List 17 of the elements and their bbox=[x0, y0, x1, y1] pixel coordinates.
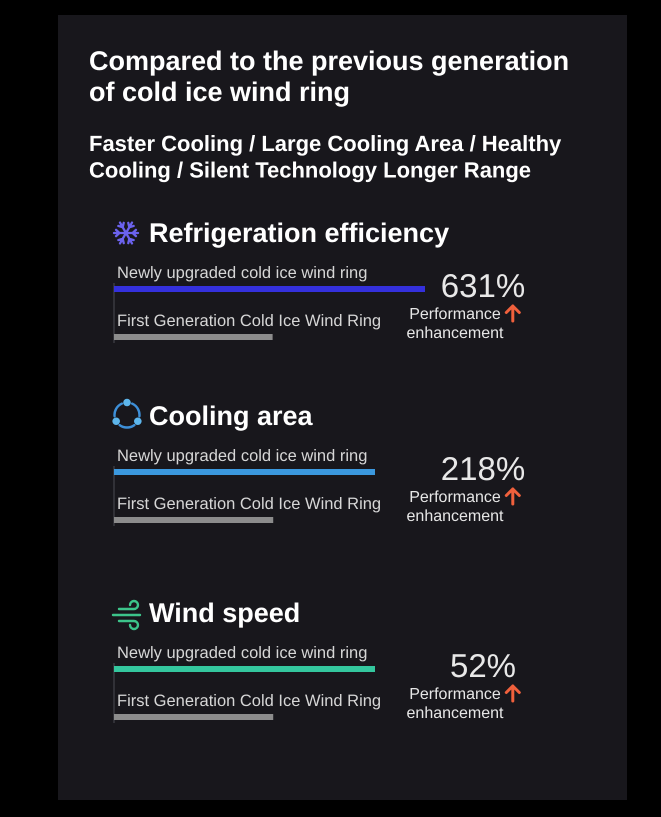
y-tick-label: Newly upgraded cold ice wind ring bbox=[117, 447, 368, 465]
chart-title: Refrigeration efficiency bbox=[149, 218, 450, 248]
text: 218% bbox=[440, 450, 526, 487]
y-tick-label: Newly upgraded cold ice wind ring bbox=[117, 644, 368, 662]
annotation: Performance enhancement bbox=[406, 306, 504, 342]
text: Faster Cooling / Large Cooling Area / Healthy Cooling / Silent Technology Longer Range bbox=[89, 131, 562, 182]
y-tick-label: First Generation Cold Ice Wind Ring bbox=[117, 495, 382, 513]
text: 52% bbox=[450, 647, 516, 684]
chart-title: Wind speed bbox=[149, 598, 300, 628]
text: Performance enhancement bbox=[406, 489, 504, 525]
chart-title: Cooling area bbox=[149, 401, 314, 431]
y-tick-label: First Generation Cold Ice Wind Ring bbox=[117, 692, 382, 710]
text: Compared to the previous generation of cold ice wind ring bbox=[89, 46, 570, 107]
y-tick-label: First Generation Cold Ice Wind Ring bbox=[117, 312, 382, 330]
text: 631% bbox=[440, 267, 526, 304]
y-tick-label: Newly upgraded cold ice wind ring bbox=[117, 264, 368, 282]
text: Performance enhancement bbox=[406, 686, 504, 722]
